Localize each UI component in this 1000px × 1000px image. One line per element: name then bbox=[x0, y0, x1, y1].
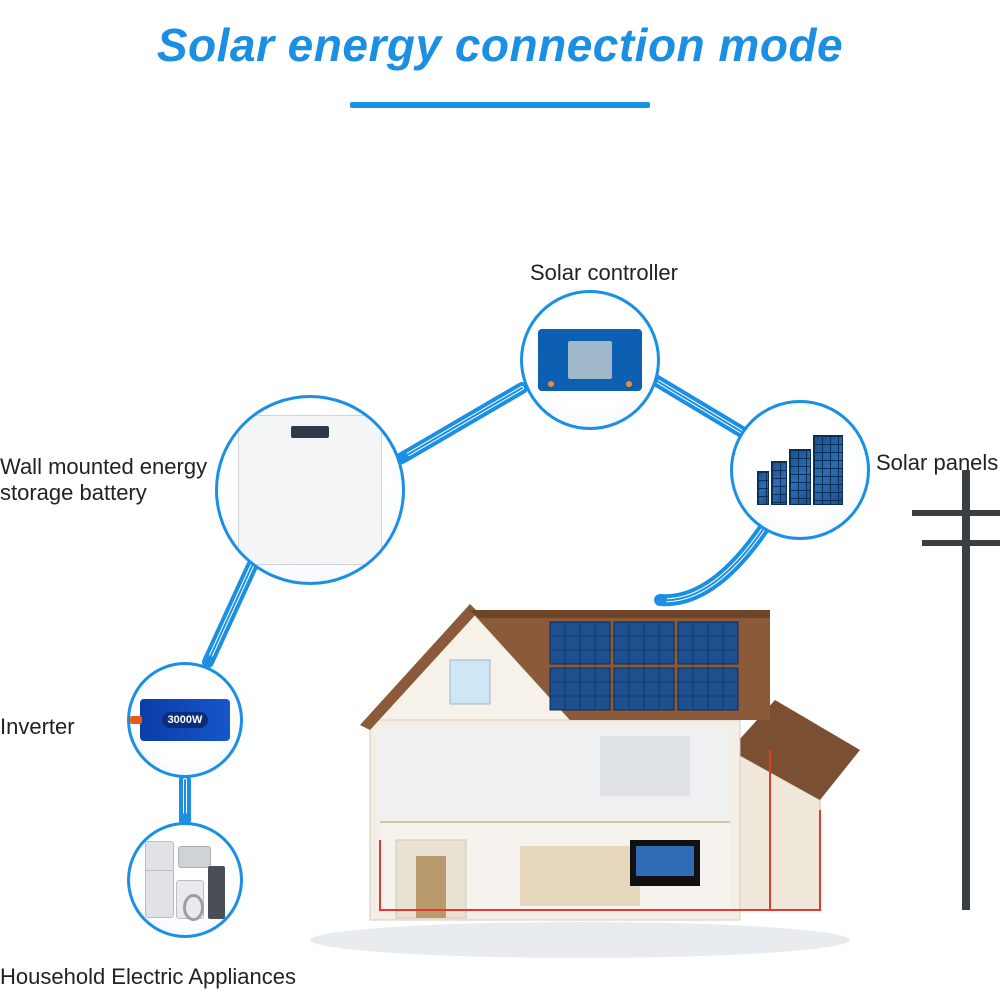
appliances-label: Household Electric Appliances bbox=[0, 964, 296, 990]
battery-label: Wall mounted energystorage battery bbox=[0, 454, 225, 506]
appliances-icon bbox=[141, 837, 229, 923]
title-underline bbox=[350, 102, 650, 108]
controller-node bbox=[520, 290, 660, 430]
inverter-label: Inverter bbox=[0, 714, 75, 740]
solar-controller-icon bbox=[538, 329, 643, 391]
panels-label: Solar panels bbox=[876, 450, 998, 476]
solar-panels-icon bbox=[757, 435, 843, 505]
inverter-node: 3000W bbox=[127, 662, 243, 778]
controller-label: Solar controller bbox=[530, 260, 678, 286]
panels-node bbox=[730, 400, 870, 540]
inverter-icon: 3000W bbox=[140, 699, 230, 741]
inverter-wattage: 3000W bbox=[162, 712, 209, 728]
appliances-node bbox=[127, 822, 243, 938]
page-title: Solar energy connection mode bbox=[0, 18, 1000, 72]
house-illustration bbox=[300, 540, 860, 960]
utility-pole-icon bbox=[962, 470, 970, 910]
